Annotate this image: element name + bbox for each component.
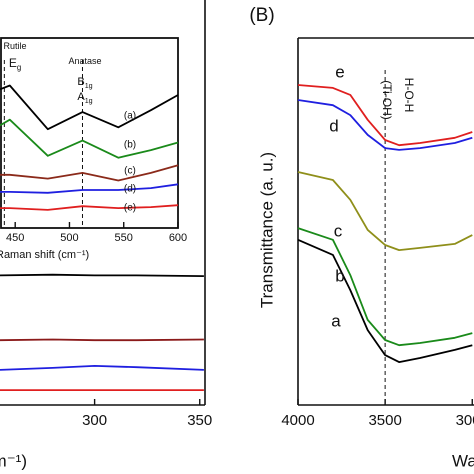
annotation: Rutile [3, 41, 26, 51]
x-tick-label: 300 [82, 412, 107, 429]
data-line [297, 84, 473, 147]
data-line [0, 338, 204, 342]
annotation-text: H-O-H [402, 78, 416, 113]
data-line [297, 99, 473, 151]
data-line [297, 227, 473, 347]
x-axis-label: (cm⁻¹) [0, 451, 27, 470]
x-axis-label: Raman shift (cm⁻¹) [0, 249, 89, 261]
annotation: (Ti-OH) [380, 80, 394, 120]
series-label: (b) [124, 140, 136, 151]
annotation-text: B [77, 76, 84, 88]
x-tick-label: 3000 [456, 412, 474, 429]
y-axis-label: Transmittance (a. u.) [257, 152, 276, 308]
series-label: (a) [124, 111, 136, 122]
x-tick-label: 450 [6, 232, 24, 244]
data-line [297, 238, 473, 363]
x-tick-label: 4000 [281, 412, 314, 429]
annotation-subscript: 1g [85, 97, 93, 105]
series-label: (c) [124, 166, 136, 177]
data-line [0, 118, 179, 159]
series-label: (e) [124, 203, 136, 214]
annotation-text: E [9, 56, 17, 70]
inset-frame [0, 37, 179, 229]
annotation: B1g [77, 76, 92, 90]
data-line [0, 164, 179, 182]
series-label: b [335, 266, 344, 285]
annotation: A1g [77, 91, 92, 105]
x-tick-label: 3500 [368, 412, 401, 429]
annotation-text: (Ti-OH) [380, 80, 394, 120]
annotation-text: A [77, 91, 85, 103]
series-label: e [335, 62, 344, 81]
x-tick-label: 350 [187, 412, 212, 429]
data-line [0, 204, 179, 211]
annotation-subscript: 1g [85, 82, 93, 90]
panel-label: (B) [249, 5, 274, 26]
data-line [0, 273, 204, 277]
inset-background [0, 38, 178, 228]
x-tick-label: 500 [60, 232, 78, 244]
annotation-subscript: g [17, 63, 21, 72]
x-tick-label: 600 [169, 232, 187, 244]
series-label: (d) [124, 184, 136, 195]
series-label: a [331, 311, 341, 330]
series-label: d [329, 116, 338, 135]
annotation-text: Rutile [3, 41, 26, 51]
annotation: Eg [9, 56, 21, 72]
data-line [0, 183, 179, 194]
x-tick-label: 550 [115, 232, 133, 244]
data-line [297, 171, 473, 251]
data-line [0, 84, 179, 131]
annotation: Anatase [68, 56, 101, 66]
x-axis-label: Wavenumber (cm⁻¹) [452, 451, 474, 470]
data-line [0, 365, 204, 371]
annotation-text: Anatase [68, 56, 101, 66]
series-label: c [334, 221, 343, 240]
annotation: H-O-H [402, 78, 416, 113]
